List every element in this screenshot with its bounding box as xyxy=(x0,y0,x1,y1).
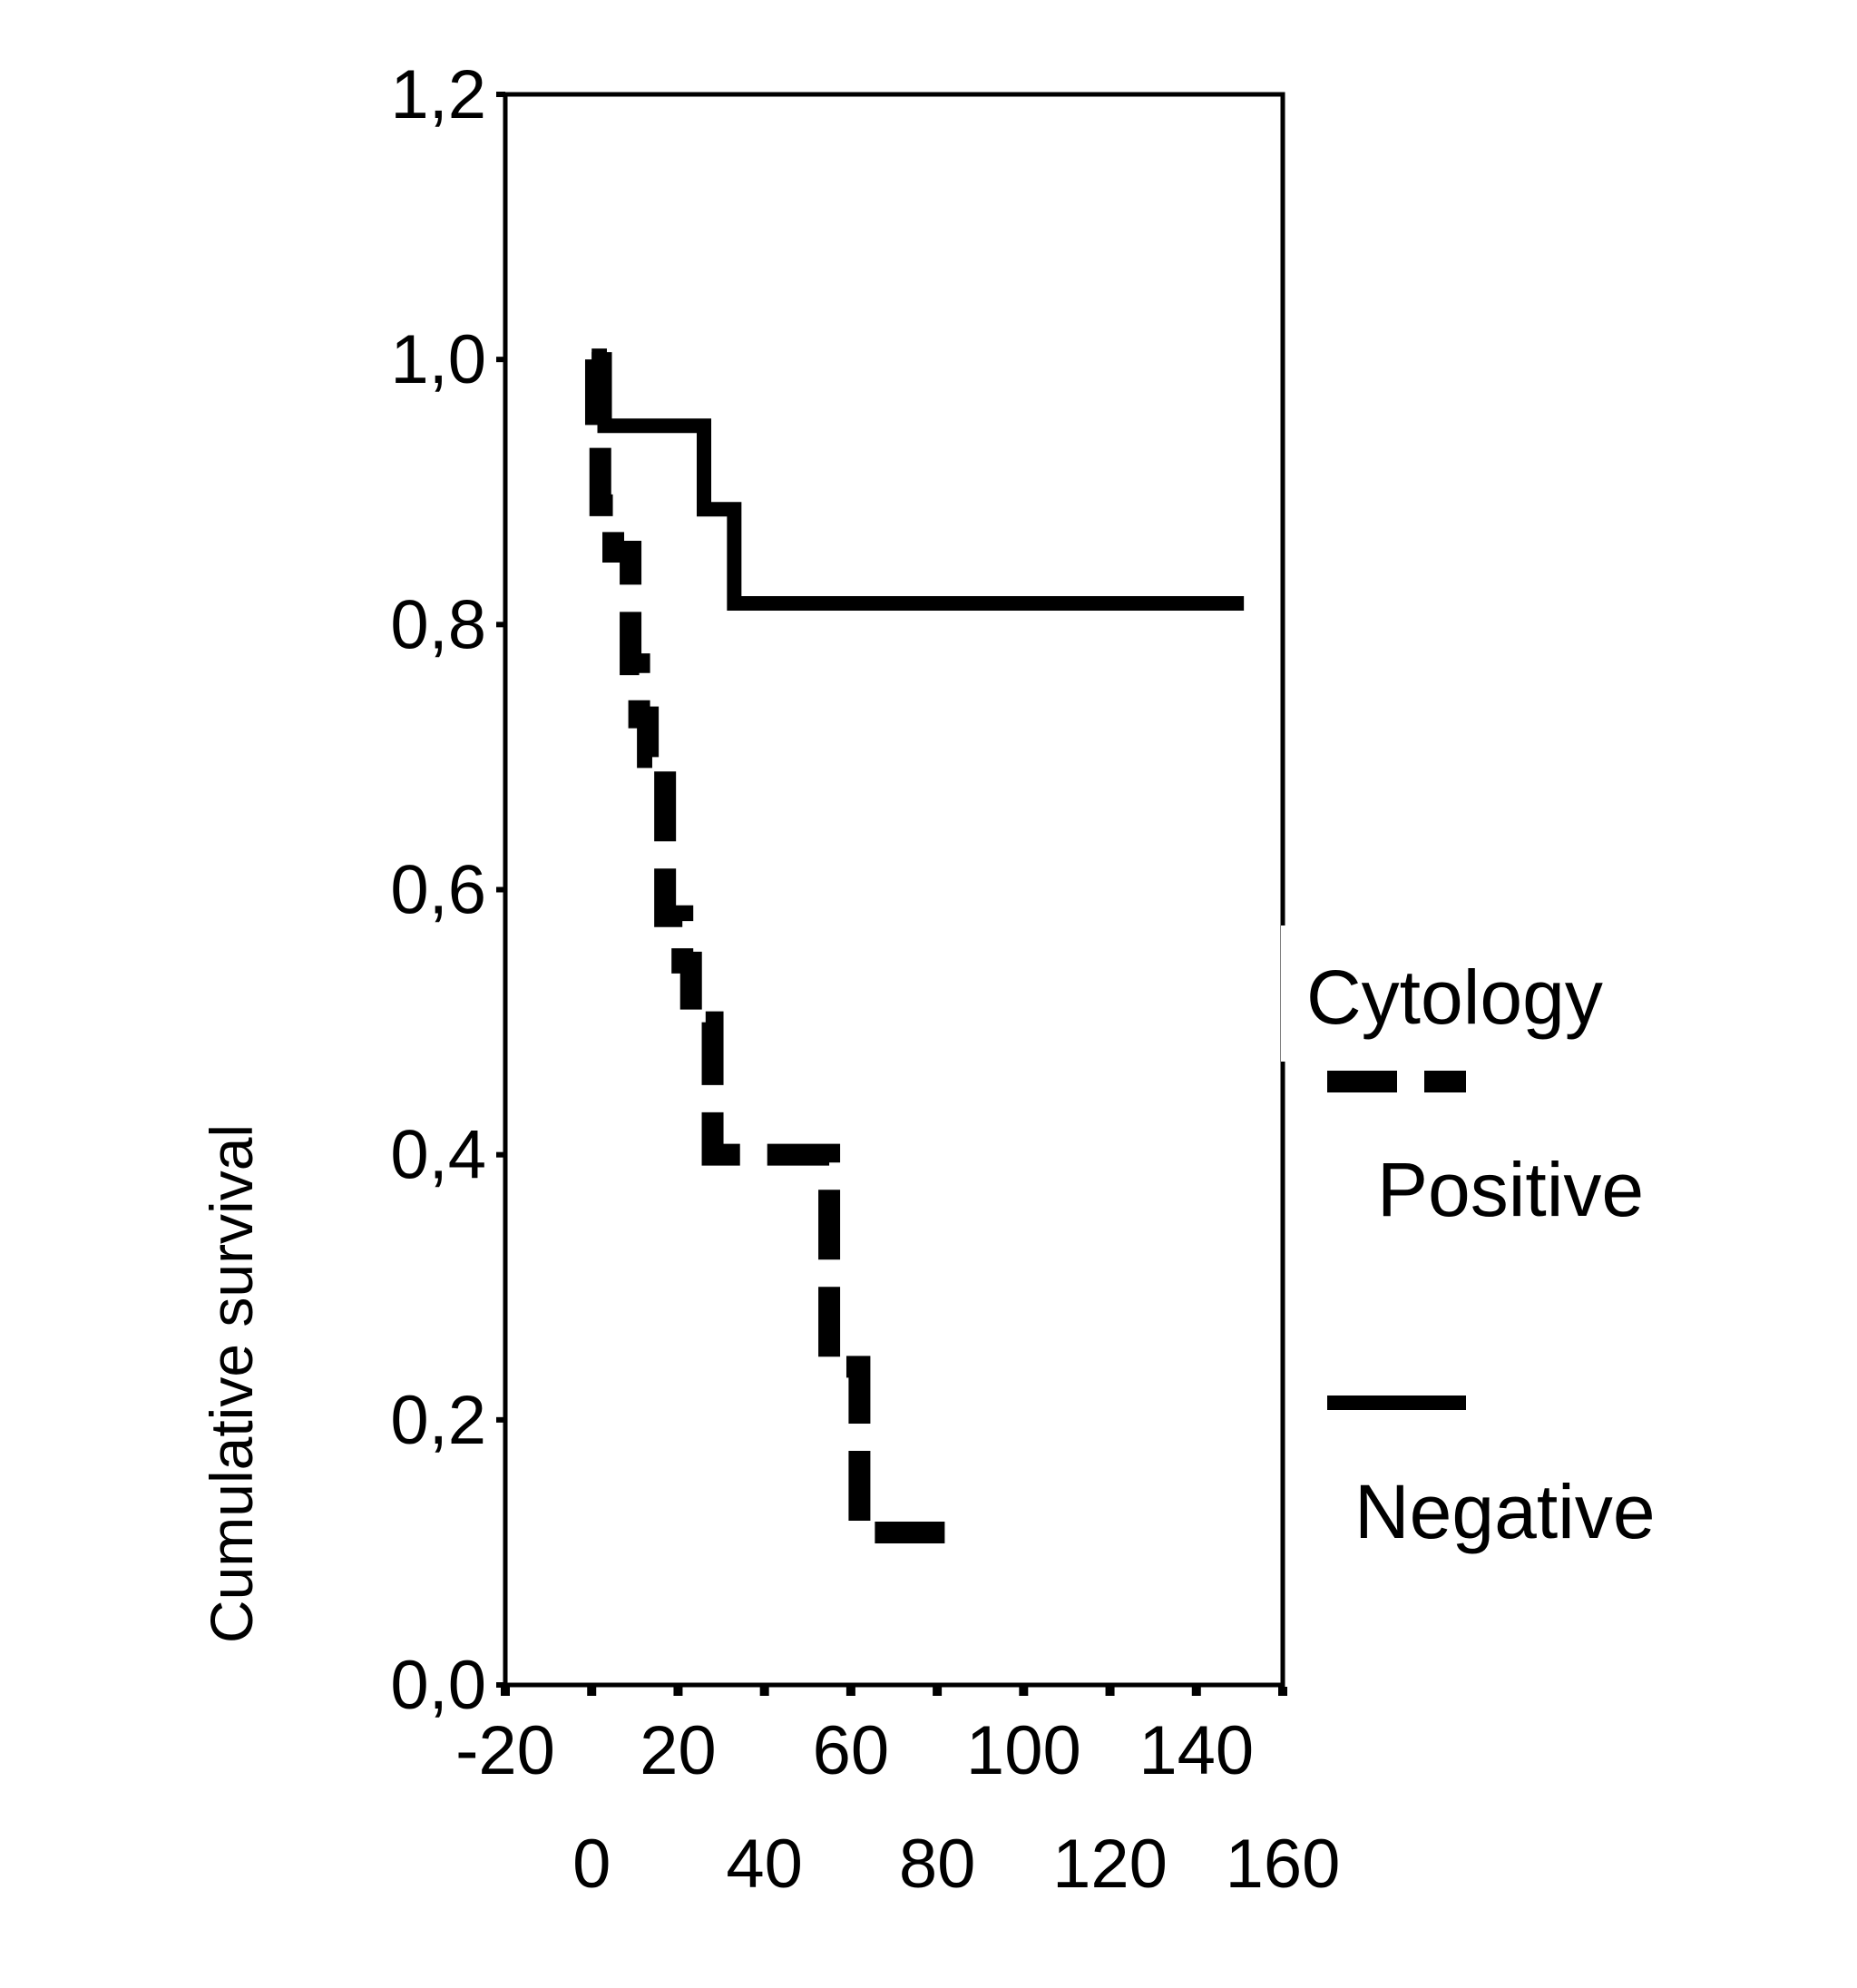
x-tick-label: 140 xyxy=(1139,1712,1254,1789)
y-tick-label: 0,0 xyxy=(390,1647,486,1724)
x-tick-mark xyxy=(1191,1687,1201,1696)
legend-title: Cytology xyxy=(1306,955,1603,1040)
x-tick-label: 100 xyxy=(966,1712,1081,1789)
y-tick-label: 1,2 xyxy=(390,56,486,133)
legend-positive-label: Positive xyxy=(1377,1147,1644,1232)
series-group xyxy=(584,348,1245,1543)
legend-negative-label: Negative xyxy=(1354,1469,1656,1554)
x-tick-label: 20 xyxy=(640,1712,717,1789)
x-tick-mark xyxy=(933,1687,943,1696)
y-tick-label: 0,6 xyxy=(390,852,486,929)
y-tick-label: 0,4 xyxy=(390,1117,486,1194)
x-tick-label: 0 xyxy=(572,1826,611,1903)
y-axis-label: Cumulative survival xyxy=(198,1124,265,1643)
y-tick-label: 0,2 xyxy=(390,1382,486,1459)
y-tick-label: 1,0 xyxy=(390,321,486,398)
x-tick-mark xyxy=(501,1687,510,1696)
plot-frame xyxy=(503,92,1285,1688)
x-tick-label: 60 xyxy=(813,1712,890,1789)
x-tick-mark xyxy=(1019,1687,1029,1696)
x-tick-mark xyxy=(845,1687,855,1696)
x-tick-label: 80 xyxy=(899,1826,976,1903)
legend: Cytology Positive Negative xyxy=(1281,925,1656,1554)
x-tick-label: 40 xyxy=(726,1826,803,1903)
series-negative-line xyxy=(591,352,1245,611)
x-tick-mark xyxy=(1105,1687,1115,1696)
y-axis-ticks: 0,0 0,2 0,4 0,6 0,8 1,0 1,2 xyxy=(390,56,505,1724)
x-tick-mark xyxy=(587,1687,597,1696)
x-tick-mark xyxy=(759,1687,769,1696)
y-tick-label: 0,8 xyxy=(390,586,486,663)
x-tick-label: 120 xyxy=(1052,1826,1168,1903)
x-tick-label: -20 xyxy=(455,1712,555,1789)
x-tick-label: 160 xyxy=(1226,1826,1341,1903)
x-tick-mark xyxy=(1278,1687,1287,1696)
series-positive-line xyxy=(584,348,972,1543)
x-tick-mark xyxy=(673,1687,683,1696)
